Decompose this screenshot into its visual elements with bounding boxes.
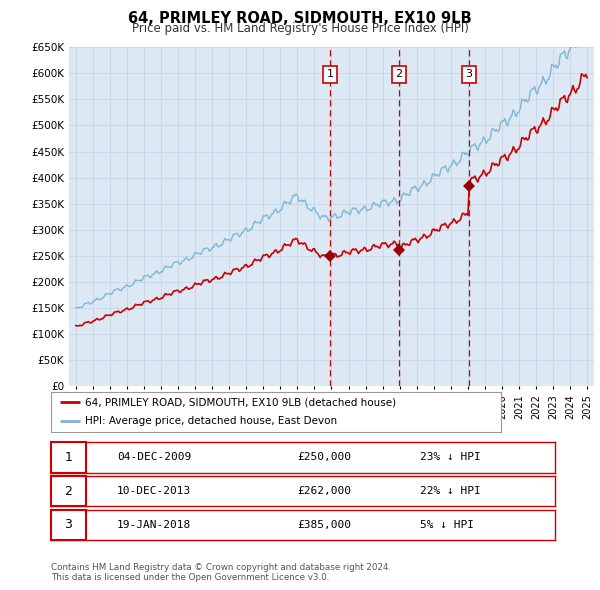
- Text: £250,000: £250,000: [297, 453, 351, 463]
- Text: 2: 2: [64, 484, 73, 497]
- Text: £385,000: £385,000: [297, 520, 351, 530]
- Text: 10-DEC-2013: 10-DEC-2013: [117, 486, 191, 496]
- Text: 2: 2: [395, 70, 402, 79]
- Text: £262,000: £262,000: [297, 486, 351, 496]
- Text: Price paid vs. HM Land Registry's House Price Index (HPI): Price paid vs. HM Land Registry's House …: [131, 22, 469, 35]
- Text: 1: 1: [326, 70, 334, 79]
- Text: 23% ↓ HPI: 23% ↓ HPI: [420, 453, 481, 463]
- Text: 19-JAN-2018: 19-JAN-2018: [117, 520, 191, 530]
- Text: 3: 3: [465, 70, 472, 79]
- Text: 22% ↓ HPI: 22% ↓ HPI: [420, 486, 481, 496]
- Text: 64, PRIMLEY ROAD, SIDMOUTH, EX10 9LB: 64, PRIMLEY ROAD, SIDMOUTH, EX10 9LB: [128, 11, 472, 25]
- Text: 04-DEC-2009: 04-DEC-2009: [117, 453, 191, 463]
- Text: 3: 3: [64, 518, 73, 531]
- Text: Contains HM Land Registry data © Crown copyright and database right 2024.
This d: Contains HM Land Registry data © Crown c…: [51, 563, 391, 582]
- Text: HPI: Average price, detached house, East Devon: HPI: Average price, detached house, East…: [85, 417, 337, 427]
- Text: 1: 1: [64, 451, 73, 464]
- Text: 64, PRIMLEY ROAD, SIDMOUTH, EX10 9LB (detached house): 64, PRIMLEY ROAD, SIDMOUTH, EX10 9LB (de…: [85, 397, 396, 407]
- Text: 5% ↓ HPI: 5% ↓ HPI: [420, 520, 474, 530]
